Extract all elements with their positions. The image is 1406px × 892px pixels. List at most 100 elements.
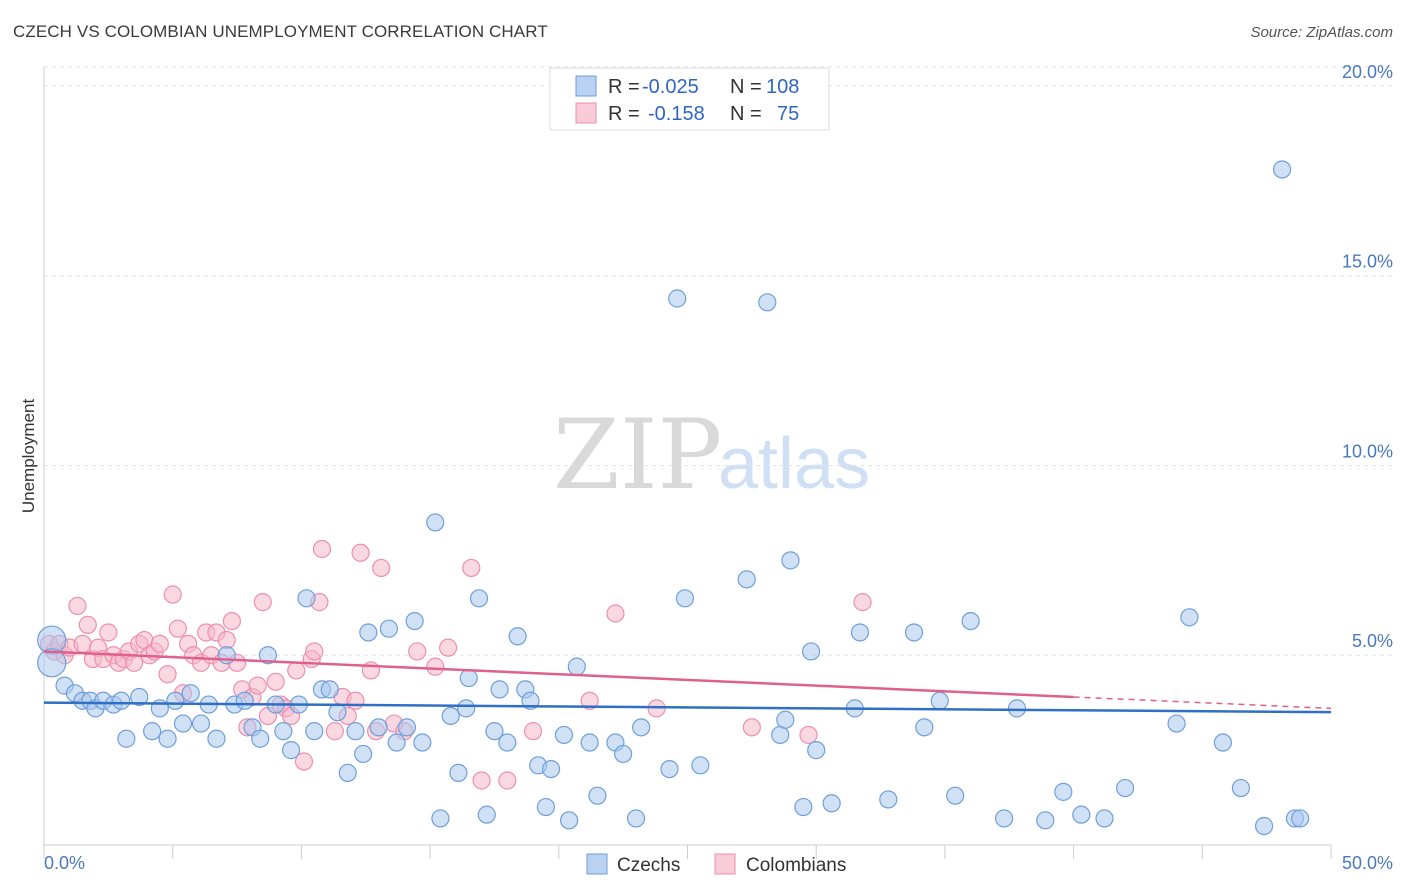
czech-point	[614, 744, 633, 764]
czech-point	[632, 718, 651, 737]
legend-colombian-n-value: 75	[777, 103, 799, 125]
czech-point	[258, 646, 278, 665]
bottom-legend: Czechs Colombians	[586, 853, 846, 876]
legend-colombian-r-value: -0.158	[648, 103, 705, 125]
czech-point	[158, 729, 177, 748]
czech-point	[668, 289, 687, 308]
czech-point	[776, 710, 795, 729]
czech-point	[37, 648, 67, 678]
czech-point	[781, 551, 800, 570]
czech-point	[117, 729, 136, 748]
legend-colombian-r-label: R =	[608, 103, 640, 125]
legend-czech-swatch	[575, 75, 597, 97]
trend-lines	[43, 650, 1332, 714]
czech-point	[274, 722, 293, 741]
colombian-point	[99, 623, 118, 642]
czech-point	[130, 687, 149, 707]
colombian-point	[523, 722, 543, 741]
czech-point	[166, 691, 185, 710]
czech-point	[1254, 816, 1274, 836]
colombian-point	[742, 718, 761, 737]
czech-point	[1036, 811, 1055, 830]
colombian-point	[462, 558, 481, 578]
y-tick-label: 15.0%	[1342, 252, 1393, 272]
colombian-point	[158, 665, 177, 684]
czech-point	[850, 623, 870, 642]
watermark-atlas: atlas	[718, 424, 870, 504]
colombian-point	[248, 676, 267, 695]
czech-point	[801, 642, 821, 661]
czech-point	[554, 725, 574, 745]
czech-point	[580, 733, 599, 752]
grid	[44, 66, 1393, 656]
czech-point	[1072, 805, 1091, 824]
czech-point	[995, 809, 1014, 828]
czech-point	[413, 733, 432, 752]
colombian-point	[853, 593, 872, 612]
colombian-point	[266, 672, 285, 691]
czech-point	[1231, 778, 1251, 798]
y-tick-label: 20.0%	[1342, 62, 1393, 82]
czech-point	[112, 691, 131, 710]
colombian-point	[217, 630, 236, 650]
colombian-point	[351, 543, 370, 562]
czech-point	[915, 718, 934, 737]
colombian-point	[305, 642, 324, 661]
czech-point	[297, 589, 316, 608]
czech-point	[449, 763, 468, 782]
czech-point	[660, 759, 679, 779]
czech-point	[930, 691, 949, 710]
czech-point	[328, 703, 347, 722]
czech-point	[457, 699, 476, 718]
colombian-point	[222, 611, 242, 631]
czech-point	[359, 623, 378, 642]
colombian-point	[372, 558, 391, 578]
y-tick-labels: 5.0% 10.0% 15.0% 20.0%	[1342, 62, 1393, 651]
czech-point	[490, 680, 509, 699]
series-czechs-points	[37, 160, 1310, 836]
colombian-trend-extension	[1073, 696, 1332, 710]
czech-point	[282, 741, 301, 760]
czech-point	[379, 619, 399, 638]
colombian-point	[472, 771, 491, 790]
x-tick-labels: 0.0% 50.0%	[44, 853, 1393, 873]
czech-point	[459, 668, 478, 688]
czech-point	[469, 589, 489, 608]
legend-box: R = -0.025 N = 108 R = -0.158 N = 75	[549, 67, 830, 131]
legend-czech-r-value: -0.025	[642, 76, 699, 98]
czech-point	[1167, 714, 1186, 733]
czech-point	[251, 729, 270, 748]
colombian-trend-line	[43, 650, 1074, 699]
source-credit: Source: ZipAtlas.com	[1250, 24, 1393, 41]
axes	[43, 67, 1332, 859]
colombian-point	[606, 604, 625, 623]
czech-point	[441, 706, 460, 726]
czech-point	[320, 680, 339, 699]
legend-czech-n-label: N =	[730, 76, 762, 98]
colombian-point	[580, 691, 599, 710]
colombian-point	[287, 661, 306, 680]
czech-point	[1180, 608, 1199, 627]
czech-point	[588, 786, 607, 805]
y-tick-label: 5.0%	[1352, 631, 1393, 651]
czech-point	[807, 741, 826, 760]
czech-point	[143, 722, 162, 741]
legend-czech-r-label: R =	[608, 76, 640, 98]
colombian-point	[68, 596, 87, 616]
czech-point	[426, 513, 445, 532]
czech-point	[508, 627, 527, 646]
colombian-point	[408, 642, 427, 661]
czech-point	[217, 646, 236, 665]
czech-point	[431, 809, 450, 828]
colombian-point	[150, 634, 169, 653]
colombian-point	[168, 619, 187, 638]
bottom-legend-colombian-label: Colombians	[746, 855, 846, 876]
czech-point	[369, 718, 388, 737]
colombian-point	[78, 615, 97, 634]
czech-point	[737, 570, 756, 589]
czech-point	[946, 786, 965, 805]
czech-point	[1115, 778, 1135, 798]
czech-point	[181, 684, 200, 703]
colombian-point	[73, 634, 92, 653]
